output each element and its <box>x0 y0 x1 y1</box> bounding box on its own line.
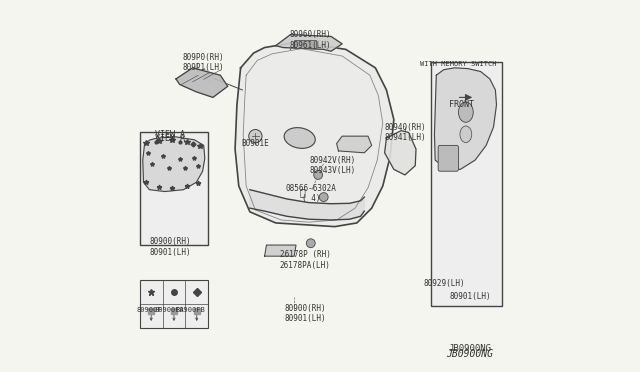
Polygon shape <box>264 245 296 256</box>
Text: 809P0(RH)
809P1(LH): 809P0(RH) 809P1(LH) <box>183 52 225 72</box>
Polygon shape <box>250 190 364 220</box>
Text: 80960(RH)
80961(LH): 80960(RH) 80961(LH) <box>290 31 332 50</box>
Ellipse shape <box>458 102 473 122</box>
Text: 08566-6302A
( 4): 08566-6302A ( 4) <box>285 184 336 203</box>
Text: 80900FA: 80900FA <box>154 307 184 313</box>
Circle shape <box>314 170 323 179</box>
Text: 80900(RH)
80901(LH): 80900(RH) 80901(LH) <box>284 304 326 323</box>
Text: 80900(RH)
80901(LH): 80900(RH) 80901(LH) <box>150 237 191 257</box>
Circle shape <box>319 193 328 202</box>
Circle shape <box>307 239 316 248</box>
Text: JB0900NG: JB0900NG <box>446 349 493 359</box>
Text: 80942V(RH)
80943V(LH): 80942V(RH) 80943V(LH) <box>310 156 356 175</box>
Polygon shape <box>176 68 228 97</box>
Circle shape <box>249 129 262 143</box>
FancyBboxPatch shape <box>438 145 458 171</box>
Text: 26178P (RH)
26178PA(LH): 26178P (RH) 26178PA(LH) <box>280 250 331 270</box>
Ellipse shape <box>284 128 316 148</box>
Text: WITH MEMORY SWITCH: WITH MEMORY SWITCH <box>420 61 497 67</box>
Text: VIEW A: VIEW A <box>156 130 186 139</box>
Text: B0901E: B0901E <box>241 139 269 148</box>
Text: 80900FB: 80900FB <box>175 307 205 313</box>
FancyArrowPatch shape <box>173 310 175 320</box>
Text: JB0900NG: JB0900NG <box>448 344 491 353</box>
Text: FRONT: FRONT <box>449 100 474 109</box>
Text: VIEW A: VIEW A <box>156 134 186 142</box>
Polygon shape <box>435 68 497 169</box>
FancyArrowPatch shape <box>196 310 198 320</box>
Text: 80940(RH)
80941(LH): 80940(RH) 80941(LH) <box>384 123 426 142</box>
Bar <box>140 280 208 328</box>
Text: 80901(LH): 80901(LH) <box>450 292 492 301</box>
Text: 80929(LH): 80929(LH) <box>424 279 466 288</box>
Bar <box>294 40 316 48</box>
Text: Ⓢ: Ⓢ <box>300 187 305 197</box>
FancyArrowPatch shape <box>150 310 152 320</box>
Polygon shape <box>337 136 372 153</box>
Ellipse shape <box>460 126 472 142</box>
Bar <box>140 132 208 245</box>
Polygon shape <box>276 35 342 51</box>
Text: 80900F: 80900F <box>137 307 162 313</box>
Polygon shape <box>385 131 416 175</box>
Bar <box>431 62 502 306</box>
Polygon shape <box>235 42 394 227</box>
Polygon shape <box>143 137 205 192</box>
